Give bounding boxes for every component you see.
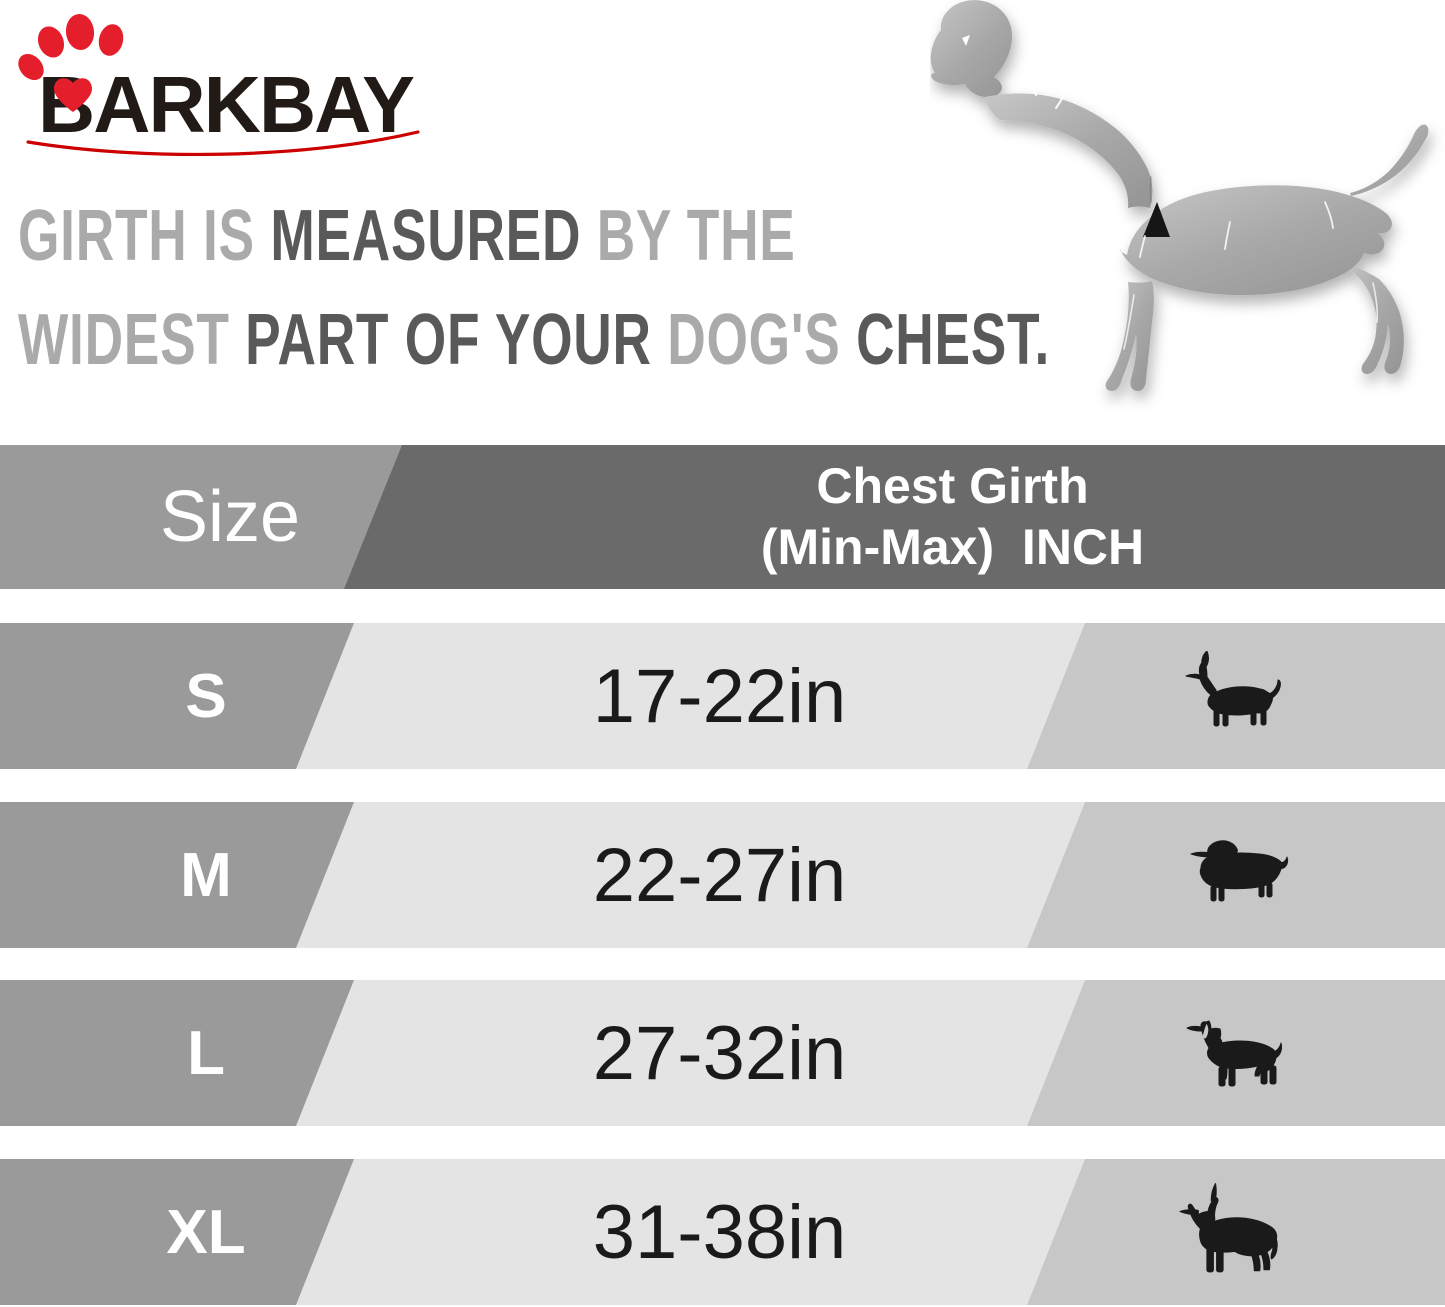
- svg-text:BARKBAY: BARKBAY: [38, 60, 415, 149]
